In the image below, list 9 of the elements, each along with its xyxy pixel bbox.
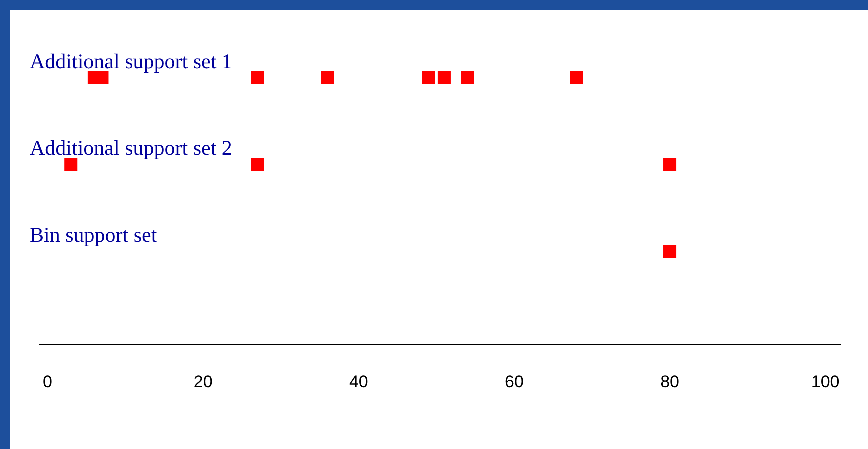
x-tick-label: 60 [505, 372, 524, 392]
x-tick-label: 80 [660, 372, 680, 392]
y-tick-label: Additional support set 1 [30, 49, 232, 74]
x-tick-label: 0 [43, 372, 53, 392]
y-tick-label: Additional support set 2 [30, 136, 232, 160]
y-tick-label: Bin support set [30, 223, 158, 248]
x-tick-label: 100 [811, 372, 840, 392]
x-tick-label: 40 [349, 372, 368, 392]
x-tick-label: 20 [194, 372, 213, 392]
